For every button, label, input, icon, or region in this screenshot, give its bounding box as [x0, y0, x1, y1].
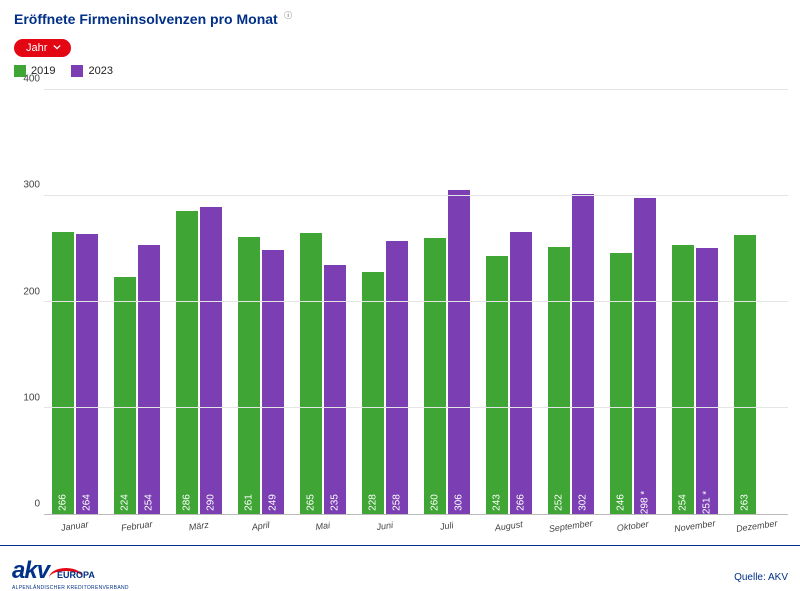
y-tick-label: 400 [14, 74, 40, 85]
bar[interactable]: 286 [176, 211, 198, 514]
bar-value-label: 261 [244, 494, 255, 511]
bar[interactable]: 263 [734, 235, 756, 514]
chart-area: 266 264 224 254 286 290 261 249 265 235 228 258 260 3… [14, 90, 792, 541]
bar-value-label: 254 [678, 494, 689, 511]
legend-swatch [71, 65, 83, 77]
x-tick-label: August [476, 511, 541, 545]
bar[interactable]: 260 [424, 238, 446, 514]
bar-value-label: 298 * [640, 491, 651, 514]
bar-value-label: 263 [740, 494, 751, 511]
x-tick-label: Juni [352, 511, 417, 545]
y-tick-label: 200 [14, 286, 40, 297]
bar[interactable]: 228 [362, 272, 384, 514]
x-tick-label: Oktober [600, 511, 665, 545]
logo-subtext: EUROPA [57, 570, 95, 580]
gridline [44, 195, 788, 196]
bar[interactable]: 264 [76, 234, 98, 514]
x-tick-label: März [166, 511, 231, 545]
year-filter-pill[interactable]: Jahr [14, 39, 71, 57]
bar-value-label: 286 [182, 494, 193, 511]
month-group: 266 264 [44, 90, 106, 514]
bar-value-label: 264 [82, 494, 93, 511]
month-group: 261 249 [230, 90, 292, 514]
bar[interactable]: 246 [610, 253, 632, 514]
bar-value-label: 265 [306, 494, 317, 511]
bar[interactable]: 243 [486, 256, 508, 514]
x-tick-label: September [538, 511, 603, 545]
month-group: 252 302 [540, 90, 602, 514]
bar-value-label: 260 [430, 494, 441, 511]
bar[interactable]: 302 [572, 194, 594, 514]
month-group: 286 290 [168, 90, 230, 514]
bar[interactable]: 254 [672, 245, 694, 514]
gridline [44, 407, 788, 408]
bar[interactable]: 290 [200, 207, 222, 514]
bar-value-label: 224 [120, 494, 131, 511]
bar-value-label: 246 [616, 494, 627, 511]
month-group: 254 251 * [664, 90, 726, 514]
y-tick-label: 0 [14, 499, 40, 510]
x-tick-label: Februar [104, 511, 169, 545]
x-tick-label: Juli [414, 511, 479, 545]
bar[interactable]: 265 [300, 233, 322, 514]
footer: akv EUROPA ALPENLÄNDISCHER KREDITORENVER… [0, 545, 800, 591]
bar-value-label: 252 [554, 494, 565, 511]
bar-value-label: 302 [578, 494, 589, 511]
plot-area: 266 264 224 254 286 290 261 249 265 235 228 258 260 3… [44, 90, 788, 515]
bar[interactable]: 306 [448, 190, 470, 514]
legend-label: 2023 [88, 65, 112, 77]
month-group: 224 254 [106, 90, 168, 514]
bar[interactable]: 251 * [696, 248, 718, 514]
bar[interactable]: 249 [262, 250, 284, 514]
logo-text: akv [12, 557, 49, 585]
month-group: 228 258 [354, 90, 416, 514]
x-tick-label: Januar [42, 511, 107, 545]
bar-value-label: 306 [454, 494, 465, 511]
bar[interactable]: 298 * [634, 198, 656, 514]
month-group: 260 306 [416, 90, 478, 514]
bar[interactable]: 261 [238, 237, 260, 514]
bar[interactable]: 258 [386, 241, 408, 514]
y-tick-label: 300 [14, 180, 40, 191]
month-group: 263 [726, 90, 788, 514]
brand-logo: akv EUROPA [12, 557, 95, 585]
bar[interactable]: 266 [52, 232, 74, 514]
bar-value-label: 235 [330, 494, 341, 511]
bar-value-label: 251 * [702, 491, 713, 514]
legend-item-2023[interactable]: 2023 [71, 65, 112, 77]
month-group: 243 266 [478, 90, 540, 514]
chevron-down-icon [53, 42, 61, 54]
bar-value-label: 258 [392, 494, 403, 511]
bar-value-label: 249 [268, 494, 279, 511]
bar-value-label: 266 [58, 494, 69, 511]
bar-value-label: 290 [206, 494, 217, 511]
bar[interactable]: 235 [324, 265, 346, 514]
x-tick-label: November [662, 511, 727, 545]
month-group: 265 235 [292, 90, 354, 514]
gridline [44, 301, 788, 302]
filter-label: Jahr [26, 42, 47, 54]
bar-value-label: 228 [368, 494, 379, 511]
bar[interactable]: 266 [510, 232, 532, 514]
bar[interactable]: 224 [114, 277, 136, 514]
bar-value-label: 254 [144, 494, 155, 511]
x-tick-label: Mai [290, 511, 355, 545]
info-icon[interactable]: ⓘ [284, 11, 292, 20]
month-group: 246 298 * [602, 90, 664, 514]
source-label: Quelle: AKV [734, 572, 788, 583]
logo-tagline: ALPENLÄNDISCHER KREDITORENVERBAND [12, 585, 129, 591]
legend: 2019 2023 [0, 57, 800, 77]
bar[interactable]: 252 [548, 247, 570, 514]
x-tick-label: April [228, 511, 293, 545]
bar-value-label: 266 [516, 494, 527, 511]
bar-value-label: 243 [492, 494, 503, 511]
bar[interactable]: 254 [138, 245, 160, 514]
gridline [44, 89, 788, 90]
chart-title: Eröffnete Firmeninsolvenzen pro Monat [14, 11, 278, 27]
x-tick-label: Dezember [724, 511, 789, 545]
y-tick-label: 100 [14, 392, 40, 403]
